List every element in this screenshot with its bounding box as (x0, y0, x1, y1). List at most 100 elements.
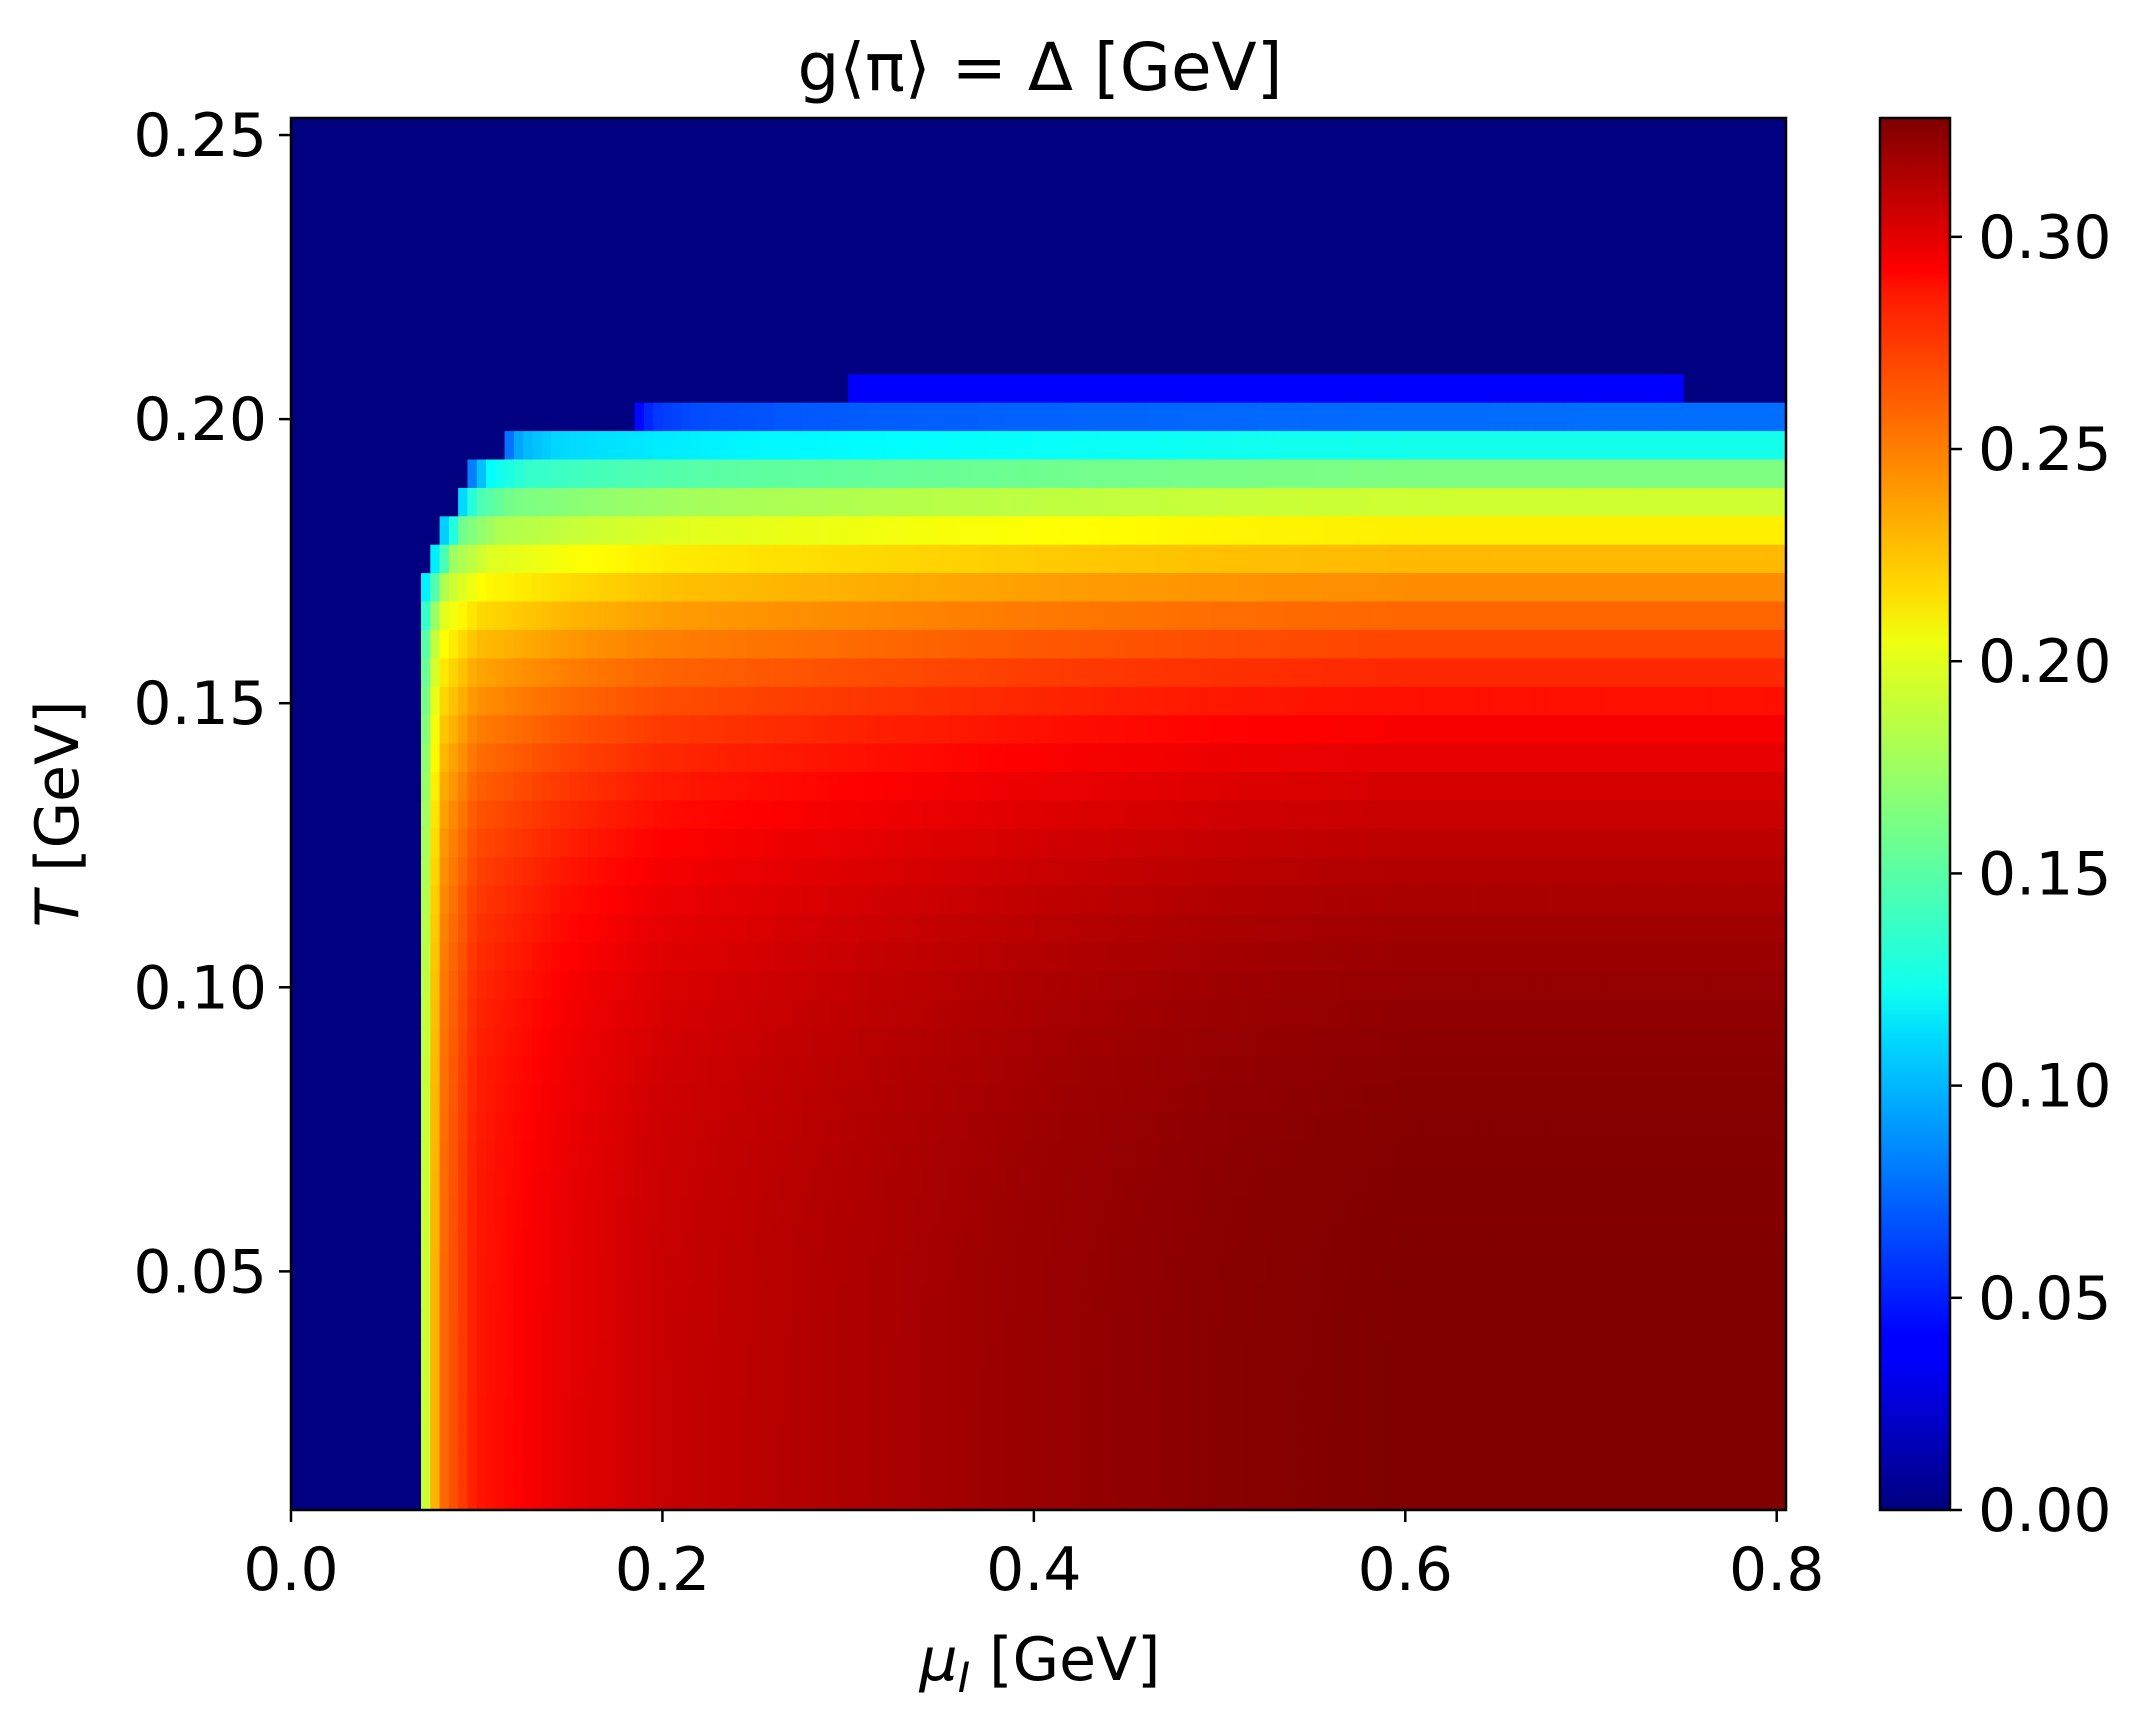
heatmap-cell (513, 885, 524, 915)
heatmap-cell (736, 885, 747, 915)
heatmap-cell (1572, 1339, 1583, 1369)
heatmap-cell (1748, 1453, 1759, 1483)
heatmap-cell (736, 1112, 747, 1142)
heatmap-cell (1544, 1311, 1555, 1341)
heatmap-cell (1758, 913, 1769, 943)
heatmap-cell (1052, 1282, 1063, 1312)
heatmap-cell (1572, 970, 1583, 1000)
heatmap-cell (1618, 742, 1629, 772)
heatmap-cell (328, 1424, 339, 1454)
heatmap-cell (699, 1396, 710, 1426)
heatmap-cell (931, 1453, 942, 1483)
heatmap-cell (727, 1481, 738, 1510)
heatmap-cell (1024, 1140, 1035, 1170)
heatmap-cell (439, 1083, 450, 1113)
heatmap-cell (885, 1453, 896, 1483)
heatmap-cell (1600, 629, 1611, 659)
heatmap-cell (1618, 1481, 1629, 1510)
heatmap-cell (903, 686, 914, 716)
heatmap-cell (421, 742, 431, 772)
heatmap-cell (551, 1311, 561, 1341)
heatmap-cell (467, 686, 478, 716)
heatmap-cell (653, 799, 664, 829)
heatmap-cell (318, 1083, 329, 1113)
heatmap-cell (773, 1453, 784, 1483)
heatmap-cell (1043, 714, 1054, 744)
heatmap-cell (634, 828, 645, 858)
heatmap-cell (1284, 1112, 1295, 1142)
heatmap-cell (625, 1481, 636, 1510)
heatmap-cell (1451, 1083, 1462, 1113)
heatmap-cell (708, 1481, 719, 1510)
heatmap-cell (1683, 1055, 1694, 1085)
heatmap-cell (560, 1055, 571, 1085)
heatmap-cell (1711, 1083, 1722, 1113)
heatmap-cell (1776, 1254, 1786, 1284)
heatmap-cell (402, 1112, 413, 1142)
heatmap-cell (885, 1197, 896, 1227)
heatmap-cell (857, 714, 868, 744)
heatmap-cell (1637, 913, 1648, 943)
heatmap-cell (1656, 970, 1666, 1000)
heatmap-cell (1609, 714, 1620, 744)
heatmap-cell (1581, 998, 1592, 1028)
heatmap-cell (1349, 1481, 1360, 1510)
heatmap-cell (783, 1367, 794, 1397)
heatmap-cell (625, 1367, 636, 1397)
heatmap-cell (1256, 1225, 1267, 1255)
heatmap-cell (950, 941, 961, 971)
heatmap-cell (346, 1225, 357, 1255)
heatmap-cell (801, 1225, 812, 1255)
heatmap-cell (1136, 1027, 1146, 1057)
heatmap-cell (773, 1225, 784, 1255)
heatmap-cell (1618, 1140, 1629, 1170)
heatmap-cell (866, 1254, 877, 1284)
heatmap-cell (755, 856, 766, 886)
heatmap-cell (1535, 1453, 1546, 1483)
heatmap-cell (1275, 657, 1286, 687)
heatmap-cell (1386, 1254, 1397, 1284)
heatmap-cell (1275, 1481, 1286, 1510)
heatmap-cell (1024, 1311, 1035, 1341)
heatmap-cell (569, 1311, 580, 1341)
heatmap-cell (411, 686, 422, 716)
heatmap-cell (1516, 1424, 1527, 1454)
heatmap-cell (727, 970, 738, 1000)
heatmap-cell (1646, 941, 1657, 971)
heatmap-cell (1340, 1083, 1351, 1113)
heatmap-cell (1312, 856, 1323, 886)
heatmap-cell (1331, 714, 1341, 744)
heatmap-cell (755, 1396, 766, 1426)
heatmap-cell (402, 1254, 413, 1284)
heatmap-cell (318, 1112, 329, 1142)
heatmap-cell (848, 714, 859, 744)
heatmap-cell (495, 1055, 506, 1085)
heatmap-cell (1033, 714, 1044, 744)
heatmap-cell (1043, 1140, 1054, 1170)
heatmap-cell (996, 885, 1007, 915)
heatmap-cell (1544, 1367, 1555, 1397)
heatmap-cell (1767, 828, 1778, 858)
heatmap-cell (1646, 1481, 1657, 1510)
heatmap-cell (1006, 1055, 1016, 1085)
heatmap-cell (356, 828, 366, 858)
heatmap-cell (662, 828, 673, 858)
heatmap-cell (746, 742, 756, 772)
heatmap-cell (1628, 771, 1639, 801)
heatmap-cell (876, 1254, 886, 1284)
heatmap-cell (1433, 1424, 1444, 1454)
heatmap-cell (1377, 686, 1388, 716)
heatmap-cell (1015, 714, 1026, 744)
heatmap-cell (1535, 1197, 1546, 1227)
heatmap-cell (328, 1112, 339, 1142)
heatmap-cell (1553, 1481, 1564, 1510)
heatmap-cell (634, 913, 645, 943)
heatmap-cell (1061, 742, 1072, 772)
heatmap-cell (876, 1169, 886, 1199)
heatmap-cell (857, 799, 868, 829)
heatmap-cell (1442, 941, 1453, 971)
heatmap-cell (801, 799, 812, 829)
heatmap-cell (393, 885, 404, 915)
heatmap-cell (513, 714, 524, 744)
heatmap-cell (560, 1396, 571, 1426)
